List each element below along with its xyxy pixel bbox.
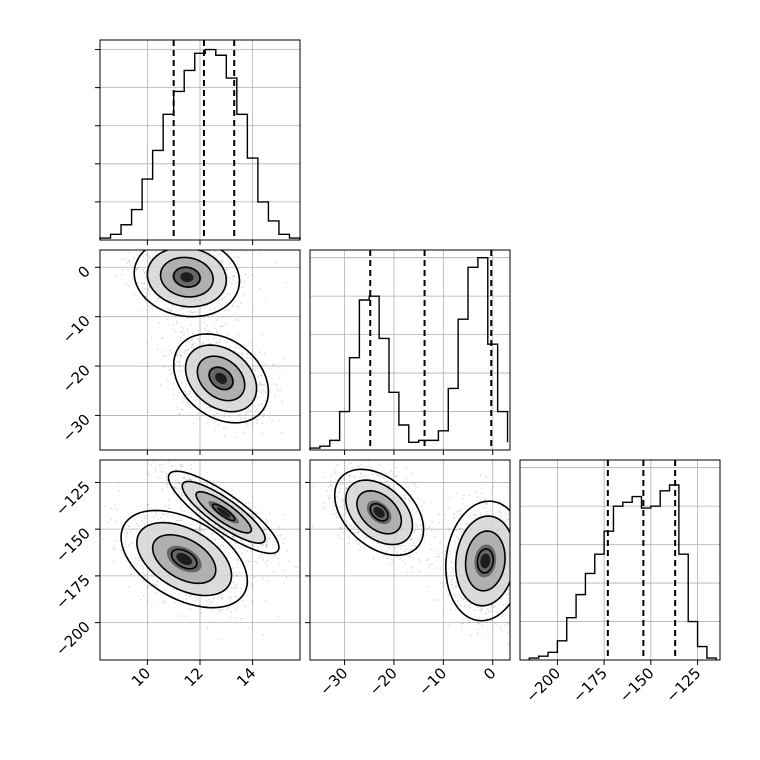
x-tick-label-1-3: 0 bbox=[480, 664, 499, 683]
x-tick-label-0-2: 14 bbox=[233, 664, 259, 690]
histogram-panel-0 bbox=[95, 40, 301, 240]
contour-0-0 bbox=[133, 250, 241, 318]
contour-1-4 bbox=[167, 470, 280, 555]
density-shade-0-0-3 bbox=[180, 272, 194, 283]
density-shade-0-1-3 bbox=[215, 372, 227, 384]
scatter-points-0 bbox=[115, 250, 287, 438]
histogram-step-2 bbox=[528, 484, 717, 660]
contour-1-2 bbox=[151, 533, 217, 585]
contour-1-1 bbox=[136, 521, 233, 597]
contour-2-6 bbox=[464, 530, 506, 592]
contour-2-4 bbox=[444, 500, 510, 622]
density-shade-1-0-3 bbox=[176, 552, 193, 566]
y-tick-label-2-0: −200 bbox=[52, 618, 94, 660]
contour-0-7 bbox=[208, 366, 234, 391]
x-tick-label-1-2: −10 bbox=[415, 664, 450, 699]
x-tick-label-1-0: −30 bbox=[316, 664, 351, 699]
y-tick-label-2-1: −175 bbox=[52, 571, 94, 613]
contour-1-7 bbox=[211, 503, 236, 522]
histogram-panel-1 bbox=[309, 250, 510, 450]
x-tick-label-2-2: −150 bbox=[616, 664, 658, 706]
contour-2-3 bbox=[369, 502, 389, 522]
y-tick-label-1-3: 0 bbox=[74, 262, 93, 281]
y-tick-label-2-3: −125 bbox=[52, 478, 94, 520]
scatter-frame-1-2 bbox=[309, 459, 511, 661]
contour-1-6 bbox=[195, 490, 253, 534]
contour-2-2 bbox=[356, 490, 403, 535]
contour-0-2 bbox=[159, 256, 214, 298]
histogram-frame-1 bbox=[309, 249, 511, 451]
density-shade-2-1-3 bbox=[480, 553, 491, 569]
contour-1-5 bbox=[181, 480, 266, 544]
contour-2-5 bbox=[454, 515, 510, 607]
histogram-step-1 bbox=[309, 256, 509, 450]
y-tick-label-1-2: −10 bbox=[59, 312, 94, 347]
contour-2-7 bbox=[476, 548, 495, 574]
contour-0-6 bbox=[196, 355, 246, 402]
histogram-step-0 bbox=[99, 48, 301, 240]
contour-2-1 bbox=[344, 479, 414, 546]
y-tick-label-1-1: −20 bbox=[59, 361, 94, 396]
y-tick-label-1-0: −30 bbox=[59, 411, 94, 446]
x-tick-label-1-1: −20 bbox=[366, 664, 401, 699]
contour-1-3 bbox=[170, 548, 198, 570]
contour-0-3 bbox=[172, 266, 201, 288]
scatter-panel-0-2 bbox=[100, 460, 300, 660]
histogram-panel-2 bbox=[520, 460, 720, 660]
contour-1-0 bbox=[120, 509, 249, 609]
x-tick-label-2-1: −175 bbox=[569, 664, 611, 706]
y-tick-label-2-2: −150 bbox=[52, 524, 94, 566]
contour-0-5 bbox=[184, 344, 258, 413]
x-tick-label-0-1: 12 bbox=[181, 664, 207, 690]
scatter-points-2 bbox=[310, 460, 510, 645]
x-tick-label-0-0: 10 bbox=[128, 664, 154, 690]
density-shade-2-0-3 bbox=[373, 506, 385, 518]
density-shade-1-1-3 bbox=[216, 507, 231, 518]
histogram-frame-2 bbox=[519, 459, 721, 661]
contour-2-0 bbox=[333, 468, 425, 557]
x-tick-label-2-0: −200 bbox=[522, 664, 564, 706]
x-tick-label-2-3: −125 bbox=[663, 664, 705, 706]
scatter-panel-0-1 bbox=[100, 250, 300, 450]
contour-0-1 bbox=[146, 250, 228, 308]
contour-0-4 bbox=[172, 333, 270, 424]
scatter-panel-1-2 bbox=[310, 460, 510, 660]
